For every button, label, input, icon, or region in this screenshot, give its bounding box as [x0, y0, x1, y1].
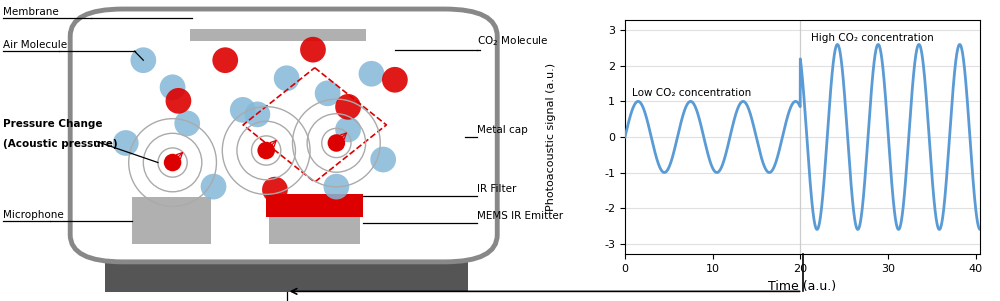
Bar [108, 244, 465, 257]
Text: Pressure Change: Pressure Change [3, 119, 102, 129]
Ellipse shape [174, 110, 200, 136]
Y-axis label: Photoacoustic signal (a.u.): Photoacoustic signal (a.u.) [546, 63, 556, 211]
Ellipse shape [201, 174, 226, 200]
Ellipse shape [274, 65, 300, 91]
Text: Air Molecule: Air Molecule [3, 40, 67, 50]
FancyBboxPatch shape [70, 9, 497, 262]
Ellipse shape [370, 147, 396, 172]
Ellipse shape [164, 154, 181, 171]
Text: CO$_2$ Molecule: CO$_2$ Molecule [477, 34, 548, 48]
Ellipse shape [230, 97, 256, 123]
Bar [190, 29, 366, 41]
Bar [132, 197, 211, 244]
Text: Low CO₂ concentration: Low CO₂ concentration [632, 88, 751, 98]
Ellipse shape [300, 37, 326, 63]
Ellipse shape [359, 61, 384, 87]
Ellipse shape [113, 130, 139, 156]
Text: MEMS IR Emitter: MEMS IR Emitter [477, 211, 563, 221]
Text: (Acoustic pressure): (Acoustic pressure) [3, 139, 118, 149]
Ellipse shape [328, 134, 345, 152]
Ellipse shape [130, 47, 156, 73]
Bar [105, 257, 468, 292]
Text: Membrane: Membrane [3, 7, 59, 17]
Ellipse shape [335, 116, 361, 142]
X-axis label: Time (a.u.): Time (a.u.) [768, 280, 837, 293]
Text: High CO₂ concentration: High CO₂ concentration [811, 33, 934, 43]
Ellipse shape [166, 88, 191, 114]
Ellipse shape [245, 101, 270, 127]
Ellipse shape [324, 174, 349, 200]
Ellipse shape [160, 74, 185, 100]
Text: IR Filter: IR Filter [477, 184, 516, 194]
Ellipse shape [315, 80, 340, 106]
Bar [269, 217, 360, 244]
Text: Metal cap: Metal cap [477, 126, 528, 135]
Ellipse shape [262, 177, 288, 203]
Ellipse shape [212, 47, 238, 73]
Ellipse shape [382, 67, 408, 93]
Bar [266, 194, 363, 217]
Ellipse shape [257, 142, 275, 159]
Ellipse shape [335, 94, 361, 120]
Text: Microphone: Microphone [3, 210, 64, 220]
